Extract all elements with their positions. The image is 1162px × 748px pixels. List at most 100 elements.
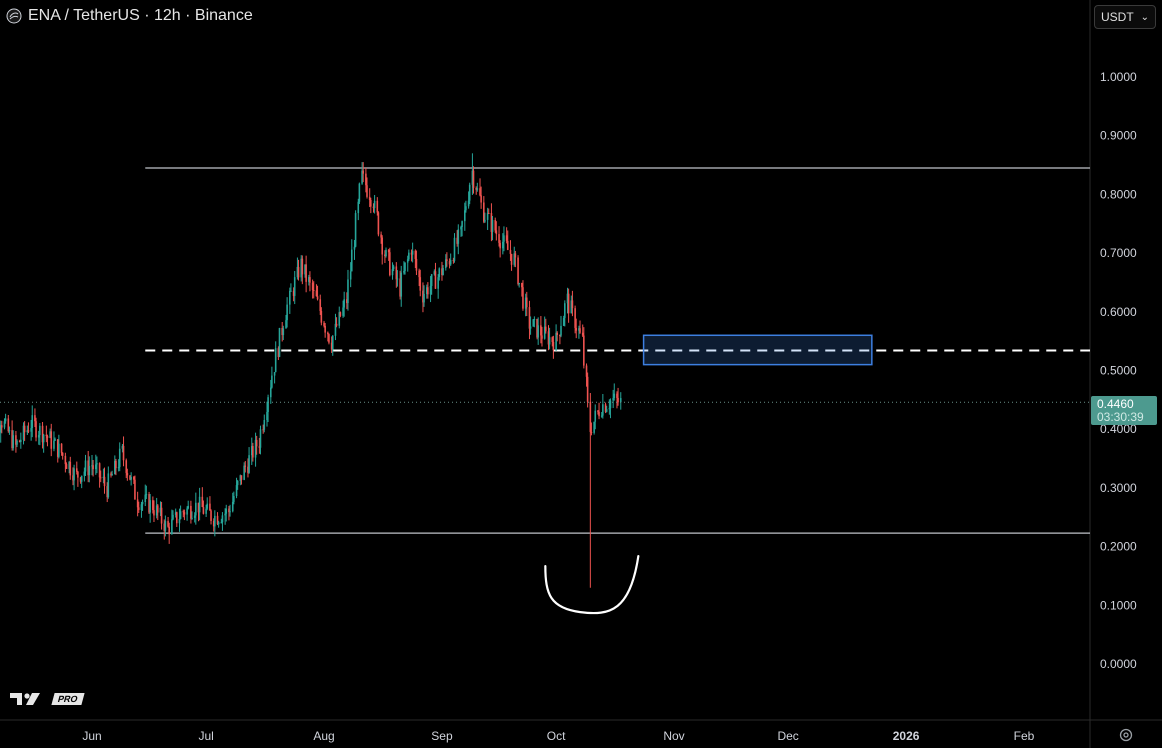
y-tick-label[interactable]: 0.3000 [1100,481,1137,495]
candle [444,254,447,271]
candle-body [247,466,249,473]
candle [8,426,11,435]
candle [130,472,132,486]
gear-icon[interactable] [1118,727,1134,743]
candle-body [476,188,479,190]
y-tick-label[interactable]: 0.6000 [1100,305,1137,319]
candle-body [111,474,113,476]
candle [396,270,399,287]
candle-body [58,443,60,457]
x-tick-label[interactable]: Dec [777,729,798,743]
x-axis-ticks[interactable]: Jun Jul Aug Sep Oct Nov Dec 2026 Feb [82,729,1034,743]
candle [228,505,230,521]
candle [178,508,181,532]
candle [484,212,486,223]
candle-body [430,274,433,287]
candle [267,394,269,423]
candle-body [583,335,585,366]
tradingview-logo[interactable]: PRO [10,690,85,707]
candle [240,475,243,485]
candle [460,225,462,237]
candle [457,224,460,255]
x-tick-label[interactable]: Oct [547,729,566,743]
y-tick-label[interactable]: 0.4000 [1100,422,1137,436]
x-tick-label[interactable]: Nov [663,729,684,743]
candle [567,288,570,323]
x-tick-label[interactable]: Aug [313,729,334,743]
x-tick-label[interactable]: 2026 [893,729,920,743]
candle [92,460,94,477]
candle [385,247,387,258]
candle [210,509,212,525]
candle-body [429,286,432,295]
candle [437,274,439,299]
candle [118,442,121,472]
candle-body [593,421,595,433]
candle [597,409,599,415]
candle-body [84,460,87,472]
x-tick-label[interactable]: Jul [198,729,213,743]
candle [472,166,475,194]
candle-body [12,435,15,449]
y-axis-ticks[interactable]: 1.0000 0.9000 0.8000 0.7000 0.6000 0.5000 0.40… [1100,70,1137,671]
y-tick-label[interactable]: 0.2000 [1100,540,1137,554]
x-tick-label[interactable]: Sep [431,729,453,743]
candle [309,271,311,292]
y-tick-label[interactable]: 0.8000 [1100,187,1137,201]
candle [368,188,371,208]
candle-body [567,293,570,314]
y-tick-label[interactable]: 0.0000 [1100,657,1137,671]
candle [491,215,494,241]
hand-drawn-arc[interactable] [544,555,640,615]
candle-body [221,515,224,523]
candle-body [126,472,129,476]
candle-body [487,213,490,215]
candle [133,475,135,484]
y-tick-label[interactable]: 1.0000 [1100,70,1137,84]
candle [115,458,117,476]
candle-body [179,511,182,519]
candle-body [37,435,40,438]
candle-body [250,446,253,456]
candle [30,419,32,441]
candle-body [3,421,6,428]
candle [15,431,17,453]
candle-body [522,287,524,309]
x-tick-label[interactable]: Jun [82,729,101,743]
y-tick-label[interactable]: 0.5000 [1100,364,1137,378]
target-zone[interactable] [642,334,873,366]
y-tick-label[interactable]: 0.7000 [1100,246,1137,260]
candle [552,335,555,359]
candle [34,408,36,428]
candle-body [96,463,98,465]
candle-body [289,290,291,305]
candle [266,401,268,427]
candle-body [202,507,205,514]
candle [452,257,455,264]
candle [69,456,72,480]
candle [136,491,139,517]
candle-body [484,219,486,222]
candle-body [616,393,618,398]
candle-body [509,249,512,254]
candle-body [556,332,558,336]
candle [20,432,22,449]
candle-body [361,170,363,184]
y-tick-label[interactable]: 0.9000 [1100,129,1137,143]
chart-title[interactable]: ENA / TetherUS · 12h · Binance [28,7,253,24]
candle [361,162,363,185]
price-levels[interactable] [145,167,1090,534]
candle-body [75,468,78,472]
currency-select[interactable]: USDT ⌄ [1094,5,1156,29]
zone-rectangle[interactable] [642,334,873,366]
candle-body [319,299,322,311]
candle [50,423,53,457]
y-tick-label[interactable]: 0.1000 [1100,598,1137,612]
candle [18,439,21,443]
candle [174,508,177,518]
x-tick-label[interactable]: Feb [1014,729,1035,743]
candle-body [433,271,436,275]
arc-stroke[interactable] [544,555,640,615]
bar-countdown: 03:30:39 [1097,410,1144,424]
